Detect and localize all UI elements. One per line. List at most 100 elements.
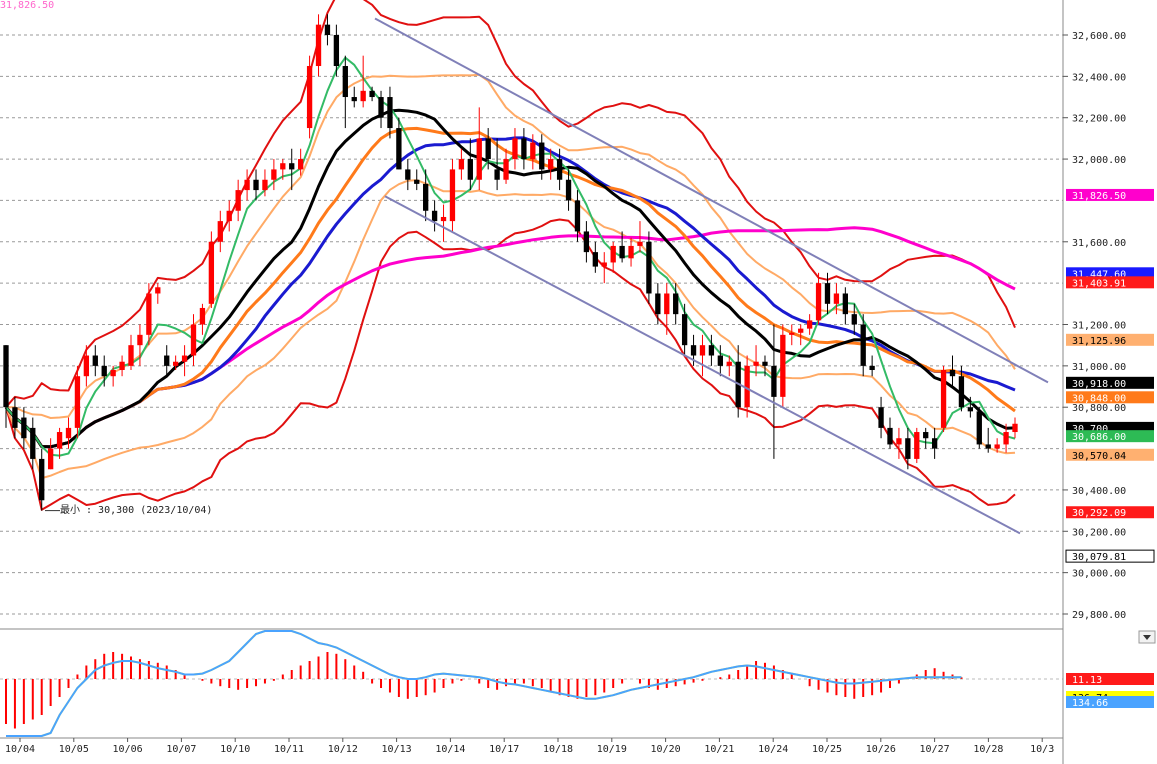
candle-body: [226, 210, 232, 222]
bollinger-lower-2sigma: [5, 218, 1016, 511]
candle-body: [485, 138, 491, 160]
candle-body: [824, 283, 831, 304]
candle-body: [673, 293, 679, 315]
price-tick-label: 32,000.00: [1072, 155, 1126, 166]
candle-body: [396, 128, 402, 170]
price-tick-label: 30,800.00: [1072, 403, 1126, 414]
candle-body: [565, 179, 572, 201]
candle-body: [74, 376, 81, 428]
candle-body: [208, 241, 215, 304]
value-tag-label: 30,700: [1072, 424, 1108, 435]
time-tick-label: 10/12: [328, 744, 358, 755]
candle-body: [12, 407, 18, 428]
time-tick-label: 10/20: [651, 744, 681, 755]
bollinger-upper-2sigma: [5, 0, 1016, 408]
minimum-annotation: 最小 : 30,300 (2023/10/04): [60, 504, 212, 516]
macd-panel: 11.13136.74134.66: [0, 630, 1154, 737]
candle-body: [190, 324, 197, 356]
candle-body: [914, 432, 920, 459]
candle-body: [690, 345, 697, 356]
price-tick-label: 31,000.00: [1072, 362, 1126, 373]
candle-body: [494, 169, 500, 180]
candle-body: [92, 355, 98, 366]
candle-body: [199, 307, 206, 325]
candle-body: [47, 448, 54, 470]
candle-body: [583, 231, 590, 253]
candle-body: [333, 35, 340, 67]
macd-value-tag: [1066, 696, 1154, 708]
candle-body: [253, 179, 259, 191]
candle-body: [753, 361, 759, 366]
panel-menu-button[interactable]: [1138, 630, 1156, 644]
indicator-lines: [4, 0, 1016, 511]
candle-body: [458, 159, 465, 170]
candle-body: [271, 169, 277, 180]
candle-body: [378, 97, 384, 118]
value-tag: [1065, 549, 1155, 563]
candle-body: [637, 241, 643, 246]
candle-body: [610, 245, 616, 263]
candle-body: [369, 90, 375, 98]
time-tick-label: 10/27: [920, 744, 950, 755]
candle-body: [958, 376, 965, 408]
candle-body: [771, 365, 777, 397]
value-tag-label: 30,918.00: [1072, 379, 1126, 390]
candle-body: [217, 221, 223, 242]
candle-body: [655, 293, 661, 315]
candle-body: [440, 216, 447, 222]
candle-body: [503, 159, 509, 180]
value-tag: [1066, 430, 1154, 443]
price-tick-label: 32,200.00: [1072, 114, 1126, 125]
candle-body: [235, 190, 241, 211]
candle-body: [244, 179, 250, 191]
macd-value-tag-label: 134.66: [1072, 698, 1108, 709]
candle-body: [512, 138, 518, 160]
candle-body: [994, 444, 1000, 449]
candle-body: [708, 345, 715, 356]
top-left-price-label: 31,826.50: [0, 0, 54, 11]
candle-body: [101, 365, 107, 377]
candle-body: [878, 407, 884, 428]
value-tag: [1066, 188, 1154, 201]
candle-body: [181, 355, 188, 362]
candle-body: [780, 334, 786, 397]
candle-body: [39, 458, 45, 501]
candle-body: [726, 361, 732, 366]
value-tag: [1066, 333, 1154, 346]
candle-body: [967, 407, 974, 412]
candle-body: [360, 90, 366, 102]
price-tick-label: 32,600.00: [1072, 31, 1126, 42]
candle-body: [431, 210, 438, 222]
candle-body: [83, 355, 90, 377]
candle-body: [548, 159, 554, 170]
candle-body: [21, 417, 27, 439]
value-tag-label: 31,125.96: [1072, 336, 1126, 347]
value-tag-label: 30,079.81: [1072, 552, 1126, 563]
candle-body: [146, 293, 152, 335]
candle-body: [306, 66, 313, 129]
candle-body: [262, 179, 268, 191]
candle-body: [628, 245, 634, 259]
candle-body: [931, 438, 938, 449]
time-tick-label: 10/10: [220, 744, 250, 755]
time-tick-label: 10/3: [1030, 744, 1054, 755]
candle-body: [744, 365, 750, 408]
candle-body: [342, 66, 348, 98]
candle-body: [556, 159, 563, 180]
dropdown-triangle-icon: [1143, 635, 1151, 640]
candle-body: [664, 293, 670, 315]
candle-body: [905, 438, 911, 459]
candle-body: [414, 179, 420, 184]
value-tag-label: 31,826.50: [1072, 191, 1126, 202]
candle-body: [923, 432, 929, 439]
candle-body: [521, 138, 527, 160]
candle-body: [423, 183, 429, 211]
candle-body: [128, 345, 134, 366]
candle-body: [110, 369, 116, 377]
candle-body: [717, 355, 723, 366]
candle-body: [619, 245, 625, 259]
time-tick-label: 10/07: [166, 744, 196, 755]
candle-body: [806, 320, 813, 329]
